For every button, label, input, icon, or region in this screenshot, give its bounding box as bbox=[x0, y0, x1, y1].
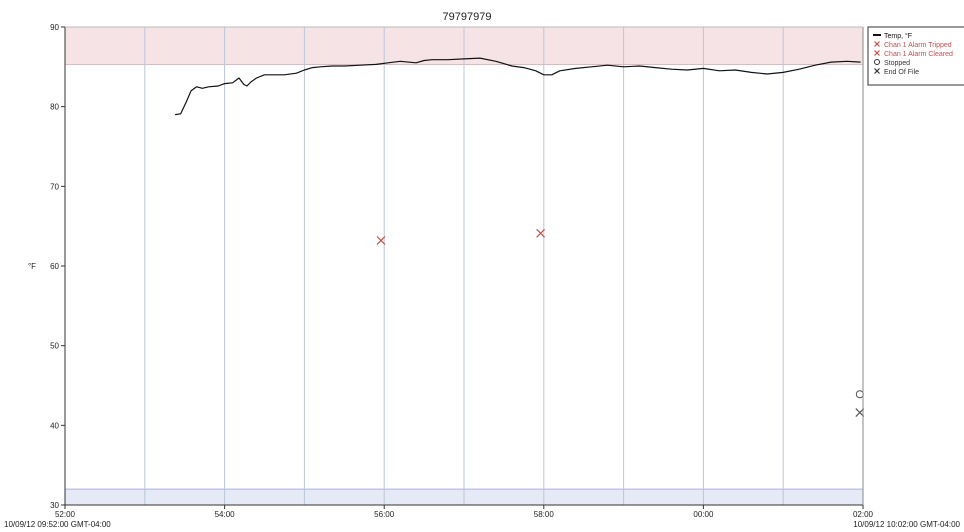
axes: 30 40 50 60 70 80 90 °F 52:00 54:00 56:00 58:00 00:0… bbox=[4, 23, 961, 529]
event-marker-alarm-cleared bbox=[536, 228, 546, 238]
x-tick-label: 52:00 bbox=[55, 510, 76, 519]
x-end-datetime-label: 10/09/12 10:02:00 GMT-04:00 bbox=[853, 520, 960, 529]
x-tick-label: 56:00 bbox=[374, 510, 395, 519]
event-marker-alarm-tripped bbox=[376, 236, 386, 245]
legend-label: Chan 1 Alarm Cleared bbox=[884, 51, 953, 58]
y-axis-title: °F bbox=[28, 262, 36, 271]
legend-box bbox=[867, 26, 964, 86]
legend: Temp, °F Chan 1 Alarm Tripped Chan 1 Alarm… bbox=[867, 26, 964, 86]
y-tick-label: 50 bbox=[50, 342, 59, 351]
legend-swatch-x-stroke-b bbox=[874, 68, 880, 74]
event-marker-alarm-tripped-stroke-b bbox=[376, 236, 386, 245]
y-tick-label: 80 bbox=[50, 103, 59, 112]
legend-label: Temp, °F bbox=[884, 32, 912, 40]
x-tick-label: 02:00 bbox=[853, 510, 874, 519]
legend-swatch-x-stroke-b bbox=[874, 50, 880, 56]
chart-title: 79797979 bbox=[443, 11, 492, 23]
legend-swatch-x bbox=[874, 41, 880, 47]
plot-area bbox=[65, 27, 865, 505]
legend-swatch-x bbox=[874, 68, 880, 74]
x-start-datetime-label: 10/09/12 09:52:00 GMT-04:00 bbox=[4, 520, 111, 529]
x-tick-label: 00:00 bbox=[693, 510, 714, 519]
event-marker-end-of-file-stroke-b bbox=[855, 408, 865, 418]
series-line-temp bbox=[175, 57, 861, 116]
legend-label: Stopped bbox=[884, 60, 910, 67]
y-tick-label: 30 bbox=[50, 501, 59, 510]
y-tick-label: 70 bbox=[50, 182, 59, 191]
legend-swatch-x bbox=[874, 50, 880, 56]
y-tick-label: 60 bbox=[50, 262, 59, 271]
event-marker-stopped bbox=[855, 390, 864, 399]
event-marker-alarm-cleared-stroke-b bbox=[536, 228, 546, 238]
event-marker-end-of-file bbox=[855, 408, 865, 418]
legend-label: Chan 1 Alarm Tripped bbox=[884, 42, 952, 49]
y-tick-label: 40 bbox=[50, 421, 59, 430]
legend-label: End Of File bbox=[884, 69, 919, 76]
legend-swatch-x-stroke-b bbox=[874, 41, 880, 47]
x-tick-label: 58:00 bbox=[534, 510, 555, 519]
y-tick-label: 90 bbox=[50, 23, 59, 32]
x-tick-label: 54:00 bbox=[215, 510, 236, 519]
legend-swatch-circle bbox=[874, 59, 880, 65]
